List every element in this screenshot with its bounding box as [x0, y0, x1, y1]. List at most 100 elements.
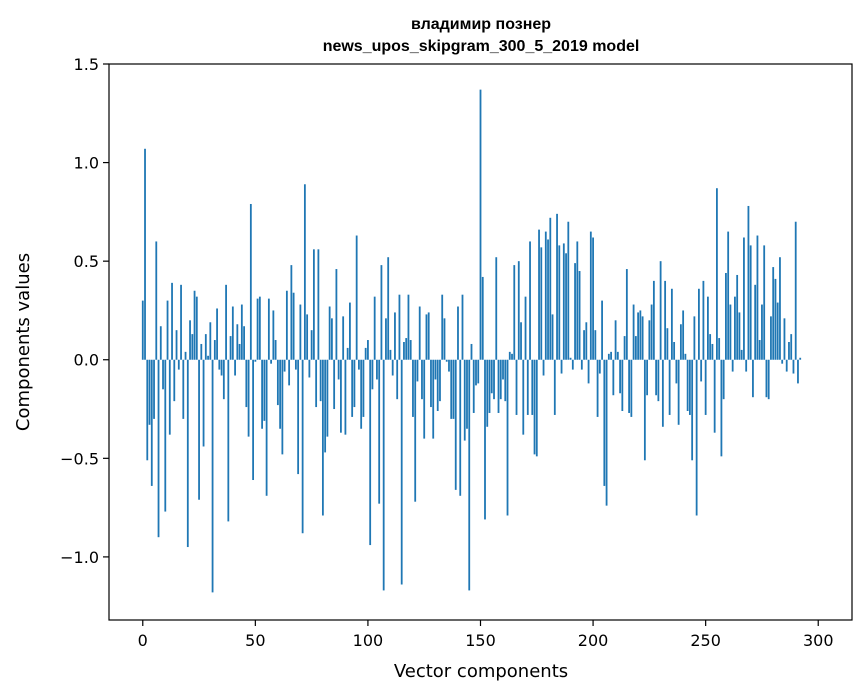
bar: [173, 359, 176, 402]
bar: [328, 306, 331, 360]
bar: [738, 312, 741, 360]
x-axis-ticks: 0 50 100 150 200 250 300: [138, 620, 834, 650]
bar: [283, 359, 286, 372]
bar: [535, 359, 538, 457]
bar: [267, 298, 270, 360]
x-tick-label: 300: [803, 631, 834, 650]
bar: [252, 359, 254, 481]
bar: [249, 203, 252, 360]
bar: [164, 359, 167, 512]
bar: [547, 239, 549, 360]
bar: [592, 237, 594, 360]
bar: [265, 359, 268, 496]
bar: [540, 247, 543, 360]
bar: [616, 351, 619, 360]
bar: [358, 359, 360, 370]
bar: [461, 294, 464, 360]
bar: [344, 359, 347, 435]
bar-series: [141, 89, 802, 593]
bar: [490, 359, 493, 394]
bar: [414, 359, 417, 502]
bar: [427, 312, 430, 360]
bar: [522, 359, 525, 435]
bar: [621, 359, 624, 411]
bar: [182, 359, 185, 419]
bar: [367, 340, 369, 360]
bar: [576, 241, 579, 360]
bar: [171, 282, 173, 360]
bar: [531, 359, 534, 415]
bar: [349, 302, 351, 360]
bar: [493, 359, 495, 400]
bar: [477, 359, 480, 384]
bar: [502, 359, 504, 380]
bar: [362, 359, 365, 417]
bar: [679, 324, 682, 360]
bar: [499, 359, 502, 400]
bar: [443, 318, 446, 360]
bar: [308, 359, 311, 378]
bar: [720, 359, 723, 457]
bar: [243, 326, 245, 360]
bar: [468, 359, 471, 591]
bar: [391, 359, 394, 376]
bar: [317, 249, 320, 360]
bar: [558, 245, 561, 360]
bar: [463, 359, 466, 441]
bar: [625, 269, 628, 360]
bar: [614, 320, 617, 360]
plot-area-frame: [108, 63, 853, 621]
bar: [675, 359, 678, 384]
bar: [628, 359, 630, 413]
bar: [290, 265, 293, 360]
bar: [603, 359, 606, 486]
bar: [303, 184, 306, 360]
bar: [641, 316, 644, 360]
bar: [605, 359, 608, 506]
bar: [589, 231, 592, 360]
bar: [743, 237, 745, 360]
bar: [785, 359, 788, 372]
bar: [441, 294, 444, 360]
bar: [466, 359, 468, 429]
bar: [407, 294, 410, 360]
bar: [580, 359, 583, 370]
bar: [594, 330, 597, 360]
bar: [245, 359, 248, 408]
bar: [670, 288, 673, 360]
bar: [691, 359, 694, 461]
bar: [578, 271, 581, 360]
bar: [632, 304, 635, 360]
bar: [513, 265, 516, 360]
bar: [481, 276, 484, 360]
bar: [774, 278, 777, 360]
bar: [643, 359, 646, 461]
bar: [529, 241, 531, 360]
bar: [299, 304, 302, 360]
bar: [216, 308, 218, 360]
bar: [369, 359, 372, 546]
bar: [596, 359, 599, 417]
bar: [400, 359, 403, 585]
bar: [587, 359, 590, 384]
bar: [504, 359, 507, 402]
bar: [184, 351, 187, 360]
bar: [698, 288, 700, 360]
bar: [380, 265, 383, 360]
bar: [682, 310, 685, 360]
bar: [346, 347, 349, 360]
bar: [673, 342, 676, 360]
bar: [254, 359, 257, 362]
bar: [200, 343, 203, 360]
bar: [637, 312, 640, 360]
bar: [727, 231, 730, 360]
bar: [695, 359, 698, 516]
bar: [376, 359, 378, 380]
bar: [351, 359, 354, 417]
bar: [236, 324, 239, 360]
bar: [292, 292, 295, 360]
bar: [288, 359, 291, 386]
bar: [661, 359, 664, 427]
bar: [222, 359, 225, 400]
